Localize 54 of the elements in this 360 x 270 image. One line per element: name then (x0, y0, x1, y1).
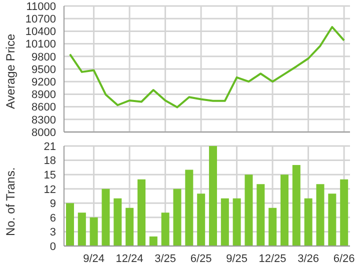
bar (126, 208, 134, 246)
bar (90, 217, 98, 246)
bar (304, 198, 312, 246)
bar (185, 170, 194, 246)
x-tick-label: 3/25 (154, 252, 176, 265)
bar (78, 212, 86, 246)
y-tick-label: 9200 (32, 76, 56, 89)
bar (268, 208, 277, 246)
y-tick-label: 12 (44, 184, 56, 196)
y-tick-label: 11000 (26, 0, 56, 13)
y-axis-title: No. of Trans. (3, 167, 18, 236)
y-tick-label: 9 (50, 198, 56, 210)
x-tick-label: 6/25 (190, 252, 212, 265)
bar (149, 236, 158, 246)
x-tick-label: 9/25 (226, 252, 248, 265)
y-axis-title: Average Price (3, 34, 18, 109)
y-tick-label: 10400 (25, 26, 56, 38)
bar (280, 174, 288, 246)
y-tick-label: 6 (50, 212, 56, 224)
y-tick-label: 8300 (32, 114, 56, 126)
bar (209, 146, 217, 246)
bar (114, 198, 122, 246)
y-tick-label: 0 (50, 240, 56, 253)
bar (197, 194, 206, 246)
y-tick-label: 21 (44, 140, 56, 153)
y-tick-label: 8900 (32, 89, 56, 102)
x-tick-label: 12/25 (258, 252, 286, 265)
bar (328, 194, 336, 246)
bar (340, 179, 348, 246)
x-tick-label: 6/26 (333, 252, 355, 265)
y-tick-label: 3 (50, 226, 56, 239)
x-tick-label: 12/24 (116, 252, 144, 265)
bar (244, 174, 253, 246)
y-tick-label: 9500 (32, 64, 56, 76)
bar (316, 184, 324, 246)
y-tick-label: 18 (44, 155, 56, 168)
bar (173, 188, 182, 246)
bar (292, 165, 300, 246)
y-tick-label: 10700 (25, 14, 56, 26)
bar (138, 179, 146, 246)
bar (161, 212, 170, 246)
y-tick-label: 8000 (32, 126, 56, 139)
bar (220, 198, 229, 246)
line-series (68, 26, 346, 108)
bar (256, 184, 265, 246)
x-tick-label: 3/26 (298, 252, 320, 265)
y-tick-label: 9800 (32, 51, 56, 64)
bar (66, 203, 74, 246)
y-tick-label: 8600 (32, 102, 56, 114)
bar (232, 198, 241, 246)
bar (102, 188, 110, 246)
y-tick-label: 15 (44, 169, 56, 182)
x-tick-label: 9/24 (83, 252, 105, 265)
y-tick-label: 10100 (25, 38, 56, 51)
